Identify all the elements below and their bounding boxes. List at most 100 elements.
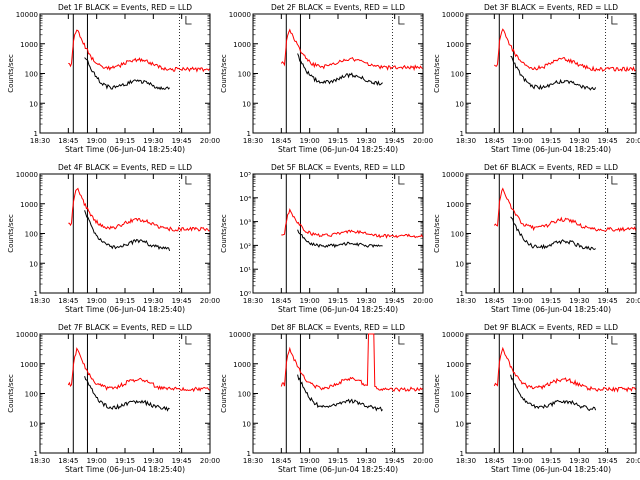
chart-title: Det 1F BLACK = Events, RED = LLD xyxy=(58,3,192,12)
x-tick-label: 19:45 xyxy=(172,137,192,145)
x-tick-label: 20:00 xyxy=(626,297,640,305)
events-series-line xyxy=(297,374,383,412)
x-axis-label: Start Time (06-Jun-04 18:25:40) xyxy=(491,305,611,314)
bracket-mark xyxy=(611,176,618,185)
y-tick-label: 1 xyxy=(460,450,464,458)
x-axis-label: Start Time (06-Jun-04 18:25:40) xyxy=(278,465,398,474)
y-axis-label: Counts/sec xyxy=(7,214,15,253)
x-tick-label: 19:15 xyxy=(541,457,561,465)
y-tick-label: 1 xyxy=(460,290,464,298)
y-tick-label: 10⁰ xyxy=(239,290,251,298)
x-tick-label: 20:00 xyxy=(626,457,640,465)
y-tick-label: 1000 xyxy=(233,41,251,49)
x-tick-label: 18:30 xyxy=(243,137,263,145)
x-axis-label: Start Time (06-Jun-04 18:25:40) xyxy=(491,465,611,474)
y-tick-label: 1 xyxy=(34,450,38,458)
y-tick-label: 10¹ xyxy=(239,266,251,274)
plot-frame xyxy=(465,333,637,454)
lld-series-line xyxy=(493,28,636,72)
panel-6: 1 10 100 1000 10000 18:30 18:45 19:00 19:15 19:30… xyxy=(433,163,640,314)
y-tick-label: 10⁴ xyxy=(239,195,251,203)
y-tick-label: 100 xyxy=(451,231,464,239)
y-axis-label: Counts/sec xyxy=(7,374,15,413)
bracket-mark xyxy=(611,336,618,345)
x-axis-label: Start Time (06-Jun-04 18:25:40) xyxy=(65,465,185,474)
x-tick-label: 19:45 xyxy=(385,137,405,145)
y-tick-label: 1000 xyxy=(233,361,251,369)
x-tick-label: 19:30 xyxy=(143,297,163,305)
x-tick-label: 19:00 xyxy=(300,457,320,465)
x-tick-label: 19:15 xyxy=(115,457,135,465)
lld-series-line xyxy=(67,347,210,393)
x-tick-label: 19:00 xyxy=(300,137,320,145)
y-tick-label: 10000 xyxy=(229,11,251,19)
x-tick-label: 19:30 xyxy=(356,137,376,145)
panel-1: 1 10 100 1000 10000 18:30 18:45 19:00 19:15 19:30… xyxy=(7,3,220,154)
y-tick-label: 100 xyxy=(238,391,251,399)
y-tick-label: 10000 xyxy=(229,331,251,339)
y-tick-label: 10 xyxy=(29,260,38,268)
y-tick-label: 10000 xyxy=(442,331,464,339)
x-axis-label: Start Time (06-Jun-04 18:25:40) xyxy=(65,145,185,154)
bracket-mark xyxy=(185,16,192,25)
x-axis-label: Start Time (06-Jun-04 18:25:40) xyxy=(278,305,398,314)
y-tick-label: 10 xyxy=(242,420,251,428)
x-tick-label: 18:30 xyxy=(243,457,263,465)
y-tick-label: 10000 xyxy=(442,171,464,179)
x-tick-label: 19:30 xyxy=(143,137,163,145)
events-series-line xyxy=(297,53,383,87)
y-tick-label: 1000 xyxy=(446,201,464,209)
y-tick-label: 100 xyxy=(451,391,464,399)
events-series-line xyxy=(510,216,596,251)
x-tick-label: 20:00 xyxy=(200,457,220,465)
x-tick-label: 18:30 xyxy=(456,137,476,145)
x-tick-label: 19:45 xyxy=(598,457,618,465)
x-tick-label: 18:30 xyxy=(243,297,263,305)
lld-series-line xyxy=(280,333,423,393)
x-axis-label: Start Time (06-Jun-04 18:25:40) xyxy=(278,145,398,154)
y-tick-label: 1 xyxy=(460,130,464,138)
y-tick-label: 1 xyxy=(34,290,38,298)
lld-series-line xyxy=(68,29,211,73)
x-tick-label: 19:15 xyxy=(328,297,348,305)
y-tick-label: 10³ xyxy=(239,219,251,227)
y-tick-label: 10² xyxy=(239,242,251,250)
bracket-mark xyxy=(398,16,405,25)
x-tick-label: 18:45 xyxy=(58,457,78,465)
y-axis-label: Counts/sec xyxy=(220,54,228,93)
panel-5: 10⁰ 10¹ 10² 10³ 10⁴ 10⁵ 18:30 18:45 19:00 19:15 19… xyxy=(220,163,433,314)
x-tick-label: 18:45 xyxy=(271,137,291,145)
y-tick-label: 1000 xyxy=(20,201,38,209)
x-tick-label: 19:45 xyxy=(385,297,405,305)
x-tick-label: 18:45 xyxy=(271,457,291,465)
x-tick-label: 19:00 xyxy=(513,297,533,305)
y-tick-label: 10 xyxy=(455,100,464,108)
chart-title: Det 5F BLACK = Events, RED = LLD xyxy=(271,163,405,172)
x-tick-label: 20:00 xyxy=(626,137,640,145)
x-tick-label: 19:45 xyxy=(385,457,405,465)
x-tick-label: 18:30 xyxy=(30,457,50,465)
panel-2: 1 10 100 1000 10000 18:30 18:45 19:00 19:15 19:30… xyxy=(220,3,433,154)
x-tick-label: 19:45 xyxy=(172,457,192,465)
lld-series-line xyxy=(493,346,637,393)
y-tick-label: 100 xyxy=(238,71,251,79)
x-tick-label: 18:45 xyxy=(58,137,78,145)
x-tick-label: 18:45 xyxy=(271,297,291,305)
plot-frame xyxy=(252,333,424,454)
events-series-line xyxy=(84,210,171,252)
y-tick-label: 1000 xyxy=(446,41,464,49)
x-tick-label: 19:15 xyxy=(541,297,561,305)
y-tick-label: 10 xyxy=(455,260,464,268)
lld-series-line xyxy=(280,28,423,72)
plot-frame xyxy=(465,13,637,134)
x-tick-label: 18:45 xyxy=(484,137,504,145)
x-tick-label: 19:00 xyxy=(87,457,107,465)
y-axis-label: Counts/sec xyxy=(220,214,228,253)
x-tick-label: 19:15 xyxy=(115,297,135,305)
y-tick-label: 1 xyxy=(34,130,38,138)
x-tick-label: 19:45 xyxy=(598,137,618,145)
chart-title: Det 3F BLACK = Events, RED = LLD xyxy=(484,3,618,12)
bracket-mark xyxy=(185,336,192,345)
x-tick-label: 19:00 xyxy=(513,457,533,465)
